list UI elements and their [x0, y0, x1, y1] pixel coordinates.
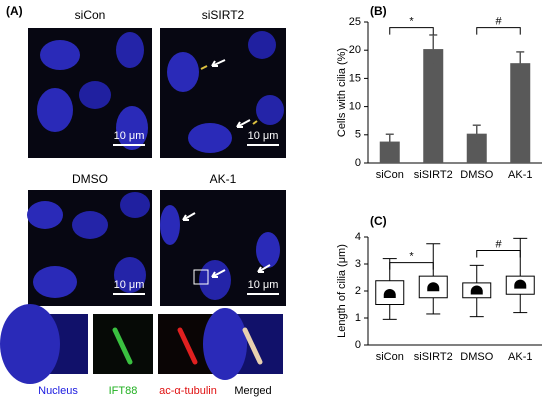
mean-marker: [383, 289, 396, 299]
y-tick-label: 20: [349, 44, 361, 56]
condition-label: AK-1: [210, 172, 237, 186]
scale-bar-label: 10 μm: [114, 279, 145, 291]
bar: [379, 141, 400, 163]
condition-label: siCon: [75, 8, 106, 22]
y-tick-label: 10: [349, 101, 361, 113]
condition-label: DMSO: [72, 172, 108, 186]
micrographs: [0, 28, 286, 384]
significance-bracket: [389, 27, 434, 35]
x-tick-label: AK-1: [508, 169, 532, 181]
condition-label: siSIRT2: [202, 8, 245, 22]
x-tick-label: siSIRT2: [414, 169, 453, 181]
x-tick-label: siCon: [376, 169, 404, 181]
scale-bar-label: 10 μm: [248, 279, 279, 291]
panel-label: (A): [6, 4, 23, 18]
x-tick-label: DMSO: [460, 169, 493, 181]
significance-mark: #: [495, 238, 502, 250]
y-tick-label: 3: [355, 258, 361, 270]
x-tick-label: siCon: [376, 351, 404, 363]
panel-label: (B): [370, 4, 387, 18]
y-tick-label: 5: [355, 129, 361, 141]
channel-label: Nucleus: [38, 385, 78, 397]
significance-mark: #: [495, 16, 502, 28]
significance-mark: *: [409, 16, 414, 28]
x-tick-label: AK-1: [508, 351, 532, 363]
bar: [423, 49, 444, 163]
significance-bracket: [476, 27, 521, 35]
x-tick-label: siSIRT2: [414, 351, 453, 363]
y-tick-label: 1: [355, 312, 361, 324]
y-tick-label: 25: [349, 16, 361, 28]
y-tick-label: 0: [355, 339, 361, 351]
bar: [466, 133, 487, 163]
scale-bar-label: 10 μm: [248, 130, 279, 142]
y-tick-label: 15: [349, 72, 361, 84]
bar: [510, 63, 531, 164]
y-axis-label: Cells with cilia (%): [336, 48, 348, 137]
scale-bar-label: 10 μm: [114, 130, 145, 142]
x-tick-label: DMSO: [460, 351, 493, 363]
channel-label: Merged: [234, 385, 271, 397]
y-axis-label: Length of cilia (μm): [336, 244, 348, 338]
channel-label: IFT88: [109, 385, 138, 397]
significance-mark: *: [409, 251, 414, 263]
panel-label: (C): [370, 214, 387, 228]
mean-marker: [470, 285, 483, 295]
mean-marker: [427, 282, 440, 292]
mean-marker: [514, 279, 527, 289]
y-tick-label: 0: [355, 157, 361, 169]
y-tick-label: 4: [355, 231, 361, 243]
y-tick-label: 2: [355, 285, 361, 297]
significance-bracket: [389, 262, 434, 270]
significance-bracket: [476, 250, 521, 258]
channel-label: ac-α-tubulin: [159, 385, 217, 397]
